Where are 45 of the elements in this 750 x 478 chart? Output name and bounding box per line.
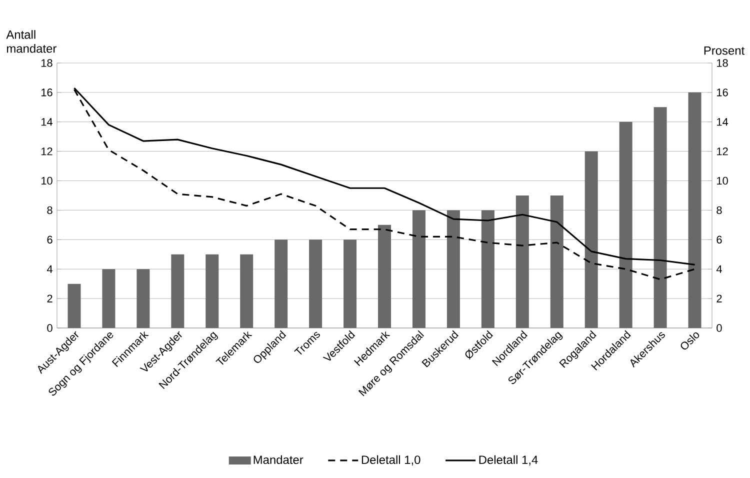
y-tick-label: 6: [47, 236, 52, 244]
y2-tick-label: 2: [716, 294, 722, 302]
bar: [584, 151, 598, 328]
bar: [654, 107, 667, 328]
y2-tick-label: 8: [716, 206, 722, 214]
bar: [68, 284, 81, 328]
y-axis-title: Antall mandater: [6, 30, 56, 53]
bar: [481, 210, 494, 328]
bar: [206, 254, 219, 328]
legend-label: Mandater: [254, 455, 304, 464]
y-tick-label: 8: [47, 206, 52, 214]
y-tick-label: 14: [41, 118, 52, 126]
y-tick-label: 10: [41, 176, 52, 185]
bar: [344, 240, 357, 328]
bar: [240, 254, 254, 328]
bar: [309, 240, 322, 328]
y-tick-label: 12: [41, 148, 52, 156]
bar: [550, 195, 564, 328]
y-tick-label: 16: [41, 88, 52, 96]
y-tick-label: 18: [41, 59, 52, 67]
y2-tick-label: 10: [717, 176, 728, 185]
bar: [412, 210, 426, 328]
y2-tick-label: 0: [716, 324, 722, 332]
y2-tick-label: 12: [717, 148, 728, 156]
y2-tick-label: 4: [716, 265, 722, 273]
bar: [688, 92, 702, 328]
bar: [102, 269, 116, 328]
y2-tick-label: 6: [716, 236, 722, 244]
legend-label: Deletall 1,0: [362, 455, 420, 466]
bar: [516, 195, 529, 328]
bar: [619, 122, 632, 328]
y-tick-label: 2: [47, 294, 52, 302]
y-tick-label: 0: [47, 324, 52, 332]
y2-tick-label: 18: [717, 59, 728, 67]
bar: [378, 224, 392, 328]
x-tick-label: Oslo: [680, 332, 700, 350]
bar: [274, 240, 288, 328]
y2-tick-label: 16: [717, 88, 728, 96]
y2-axis-title: Prosent: [704, 46, 745, 55]
y2-tick-label: 14: [717, 118, 728, 126]
bar: [136, 269, 150, 328]
legend-label: Deletall 1,4: [479, 455, 538, 466]
bar: [446, 210, 460, 328]
bar: [171, 254, 184, 328]
y-tick-label: 4: [46, 265, 52, 273]
